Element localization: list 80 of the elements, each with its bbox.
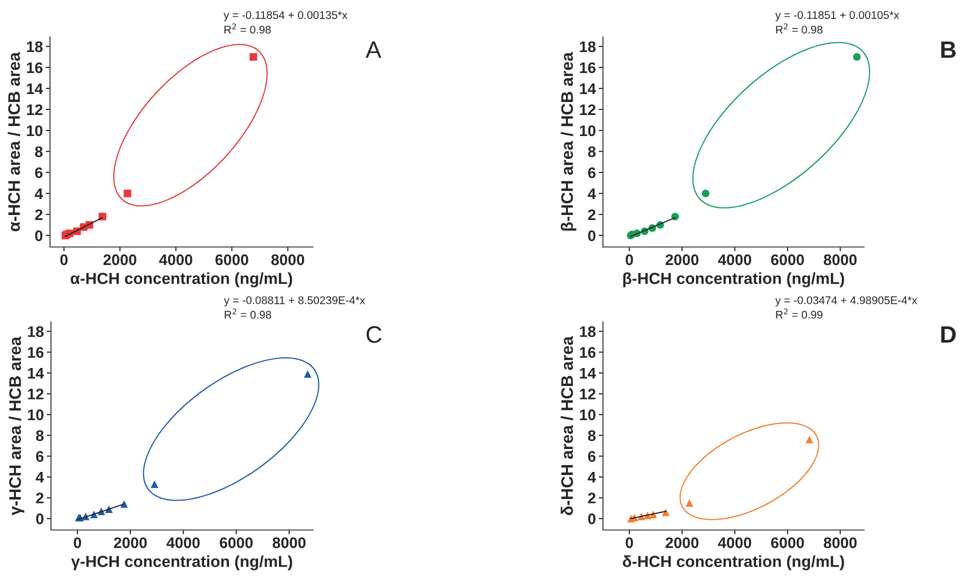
y-tick-label: 10	[27, 125, 42, 136]
y-tick-label: 16	[28, 347, 44, 358]
x-tick-label: 8000	[824, 254, 857, 266]
text: D	[941, 326, 956, 343]
y-tick-label: 6	[36, 451, 44, 462]
x-tick-label: 0	[626, 537, 633, 548]
y-tick-label: 6	[588, 451, 596, 462]
x-tick-label: 4000	[159, 254, 192, 266]
y-tick-label: 16	[580, 347, 596, 358]
x-tick-label: 0	[626, 254, 633, 266]
y-tick-label: 2	[588, 492, 596, 504]
x-tick-label: 6000	[771, 254, 804, 266]
y-tick-label: 4	[34, 188, 43, 199]
y-tick-label: 2	[588, 209, 596, 220]
y-tick-label: 8	[35, 146, 43, 158]
x-tick-label: 8000	[271, 254, 304, 266]
y-tick-label: 0	[588, 513, 596, 524]
y-tick-label: 10	[28, 409, 44, 420]
y-tick-label: 14	[27, 83, 43, 94]
x-axis-title: β-HCH concentration (ng/mL)	[623, 272, 844, 288]
y-tick-label: 8	[36, 430, 44, 442]
x-tick-label: 0	[74, 537, 82, 548]
text: y = -0.03474 + 4.98905E-4*x	[775, 296, 918, 306]
y-axis-title: δ-HCH area / HCB area	[560, 336, 574, 516]
y-tick-label: 12	[580, 104, 596, 115]
x-axis-title: γ-HCH concentration (ng/mL)	[71, 555, 292, 570]
y-tick-label: 8	[588, 430, 596, 442]
x-tick-label: 4000	[718, 537, 752, 548]
y-tick-label: 8	[588, 146, 596, 158]
x-tick-label: 2000	[114, 537, 147, 548]
y-tick-label: 16	[580, 62, 596, 74]
y-tick-label: 10	[580, 409, 596, 420]
y-tick-label: 10	[580, 125, 596, 136]
x-axis-title: α-HCH concentration (ng/mL)	[70, 272, 292, 288]
y-tick-label: 18	[580, 326, 596, 338]
x-tick-label: 6000	[771, 537, 804, 548]
y-tick-label: 18	[28, 326, 44, 338]
y-tick-label: 18	[580, 41, 596, 52]
y-axis-title: β-HCH area / HCB area	[560, 52, 576, 231]
y-tick-label: 14	[580, 83, 596, 94]
y-axis-title: α-HCH area / HCB area	[8, 52, 20, 232]
y-tick-label: 4	[588, 188, 596, 199]
text: R$^{2}$ = 0.98	[224, 308, 272, 319]
y-tick-label: 12	[27, 104, 42, 115]
x-tick-label: 4000	[718, 254, 752, 266]
x-tick-label: 6000	[215, 254, 248, 266]
y-tick-label: 0	[588, 230, 596, 242]
y-tick-label: 4	[36, 472, 44, 482]
y-axis-title: γ-HCH area / HCB area	[8, 336, 24, 516]
x-tick-label: 2000	[666, 254, 698, 266]
text: C	[366, 326, 382, 343]
y-tick-label: 16	[27, 62, 43, 74]
x-tick-label: 6000	[220, 537, 253, 548]
text: R$^{2}$ = 0.99	[776, 308, 822, 319]
y-tick-label: 2	[36, 492, 44, 504]
text: y = -0.08811 + 8.50239E-4*x	[224, 296, 366, 306]
x-tick-label: 8000	[272, 537, 306, 548]
y-tick-label: 12	[580, 388, 596, 400]
y-tick-label: 14	[28, 368, 44, 378]
x-tick-label: 0	[60, 254, 68, 266]
text: y = -0.11854 + 0.00135*x	[224, 11, 348, 22]
text: A	[366, 42, 382, 58]
text: R$^{2}$ = 0.98	[776, 23, 822, 34]
y-tick-label: 2	[35, 209, 42, 220]
x-tick-label: 8000	[824, 537, 857, 548]
y-tick-label: 12	[28, 388, 44, 400]
y-tick-label: 4	[588, 472, 596, 482]
text: B	[941, 42, 956, 58]
x-tick-label: 2000	[666, 537, 698, 548]
x-tick-label: 2000	[103, 254, 136, 266]
text: R$^{2}$ = 0.98	[224, 23, 271, 34]
y-tick-label: 14	[580, 368, 596, 378]
text: y = -0.11851 + 0.00105*x	[775, 11, 900, 22]
y-tick-label: 0	[35, 230, 42, 242]
y-tick-label: 6	[588, 167, 596, 178]
x-tick-label: 4000	[166, 537, 200, 548]
y-tick-label: 6	[35, 167, 43, 178]
y-tick-label: 0	[36, 513, 44, 524]
y-tick-label: 18	[27, 41, 43, 52]
x-axis-title: δ-HCH concentration (ng/mL)	[622, 555, 844, 570]
